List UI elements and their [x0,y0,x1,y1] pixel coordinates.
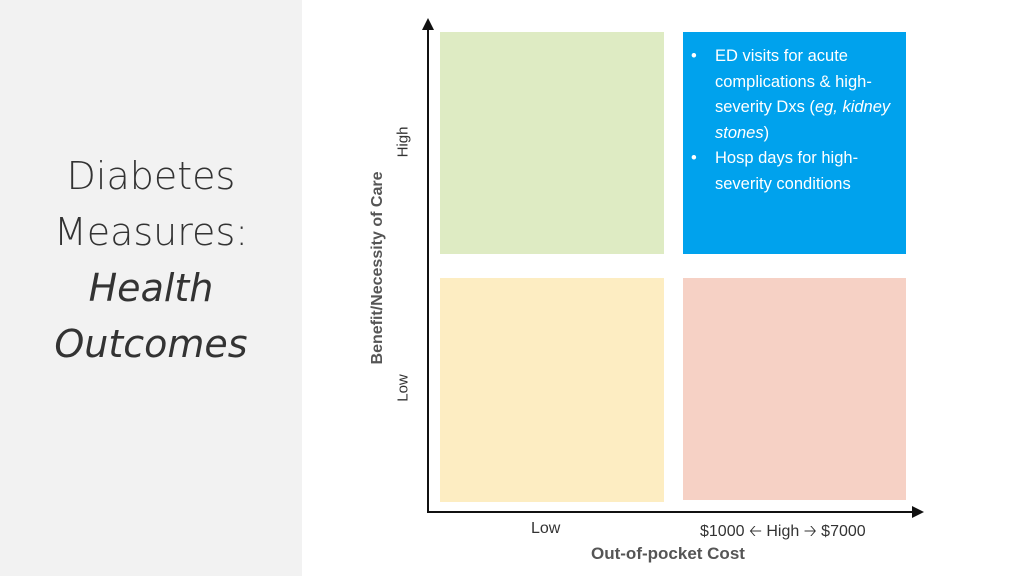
x-high-min: $1000 [700,523,745,540]
y-axis-label: Benefit/Necessity of Care [369,171,386,365]
quadrant-bottom-right [683,278,906,500]
title-line-3: Health [88,266,214,310]
arrow-left-icon: 🡠 [748,523,762,540]
y-axis-low-label: Low [394,374,412,402]
title-line-2: Measures: [53,210,249,254]
slide-title: Diabetes Measures: Health Outcomes [0,148,302,372]
bullet-ed-visits: ED visits for acute complications & high… [691,44,906,146]
x-high-max: $7000 [821,523,866,540]
x-axis-arrow-icon [912,506,924,518]
x-axis-low-label: Low [531,520,561,537]
bullet-hosp-days: Hosp days for high-severity conditions [691,146,906,197]
title-line-1: Diabetes [66,154,236,198]
arrow-right-icon: 🡢 [803,523,817,540]
x-axis-high-label: $1000 🡠 High 🡢 $7000 [700,520,866,547]
y-axis-arrow-icon [422,18,434,30]
y-axis-line [427,26,429,513]
x-axis-label: Out-of-pocket Cost [591,544,745,563]
quadrant-top-right-bullets: ED visits for acute complications & high… [683,44,906,197]
title-panel: Diabetes Measures: Health Outcomes [0,0,302,576]
quadrant-top-left [440,32,664,254]
quadrant-bottom-left [440,278,664,502]
x-axis-line [427,511,915,513]
y-axis-high-label: High [394,126,412,158]
x-high-word: High [766,523,800,540]
title-line-4: Outcomes [54,322,248,366]
